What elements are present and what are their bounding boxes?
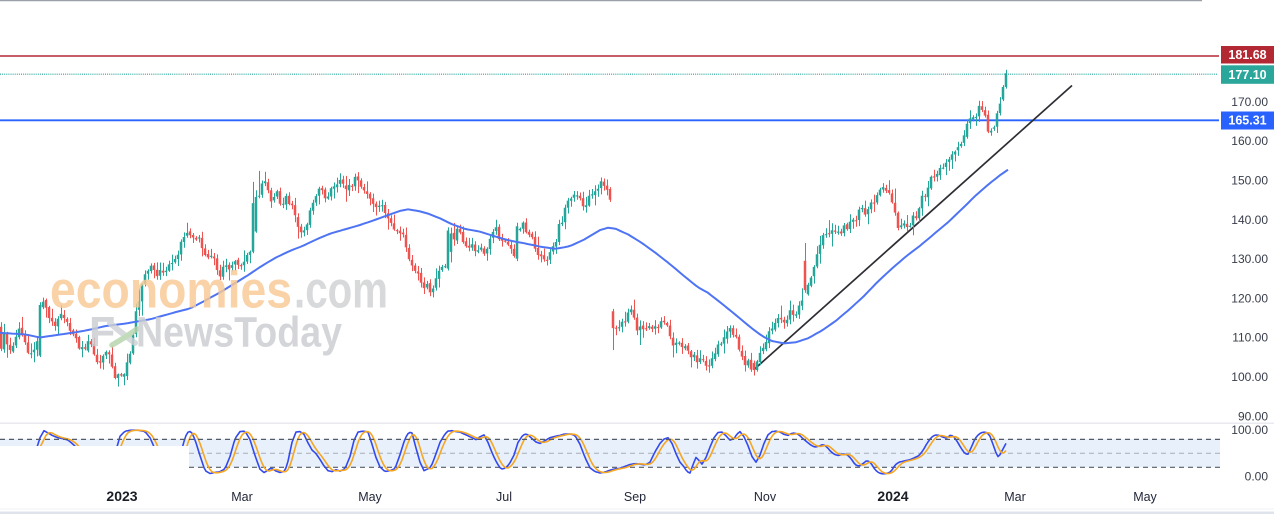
svg-text:Jul: Jul: [496, 490, 512, 504]
svg-text:100.00: 100.00: [1231, 423, 1268, 437]
svg-text:0.00: 0.00: [1245, 469, 1269, 483]
svg-text:.com: .com: [294, 261, 388, 319]
svg-text:2023: 2023: [106, 488, 137, 504]
svg-text:160.00: 160.00: [1231, 134, 1268, 148]
svg-text:181.68: 181.68: [1228, 48, 1266, 62]
svg-text:177.10: 177.10: [1228, 68, 1266, 82]
svg-text:Nov: Nov: [754, 490, 777, 504]
svg-text:120.00: 120.00: [1231, 291, 1268, 305]
svg-text:F: F: [89, 309, 115, 357]
svg-text:90.00: 90.00: [1238, 409, 1268, 423]
svg-text:Mar: Mar: [1004, 490, 1026, 504]
svg-text:100.00: 100.00: [1231, 370, 1268, 384]
svg-text:NewsToday: NewsToday: [136, 309, 342, 357]
svg-text:150.00: 150.00: [1231, 174, 1268, 188]
svg-text:2024: 2024: [877, 488, 908, 504]
svg-text:economies: economies: [50, 261, 292, 319]
svg-text:140.00: 140.00: [1231, 213, 1268, 227]
svg-text:May: May: [1133, 490, 1157, 504]
svg-text:165.31: 165.31: [1228, 114, 1266, 128]
svg-text:170.00: 170.00: [1231, 95, 1268, 109]
svg-text:May: May: [358, 490, 382, 504]
svg-text:110.00: 110.00: [1232, 331, 1268, 345]
svg-text:130.00: 130.00: [1231, 252, 1268, 266]
svg-text:Sep: Sep: [624, 490, 646, 504]
svg-text:Mar: Mar: [231, 490, 253, 504]
